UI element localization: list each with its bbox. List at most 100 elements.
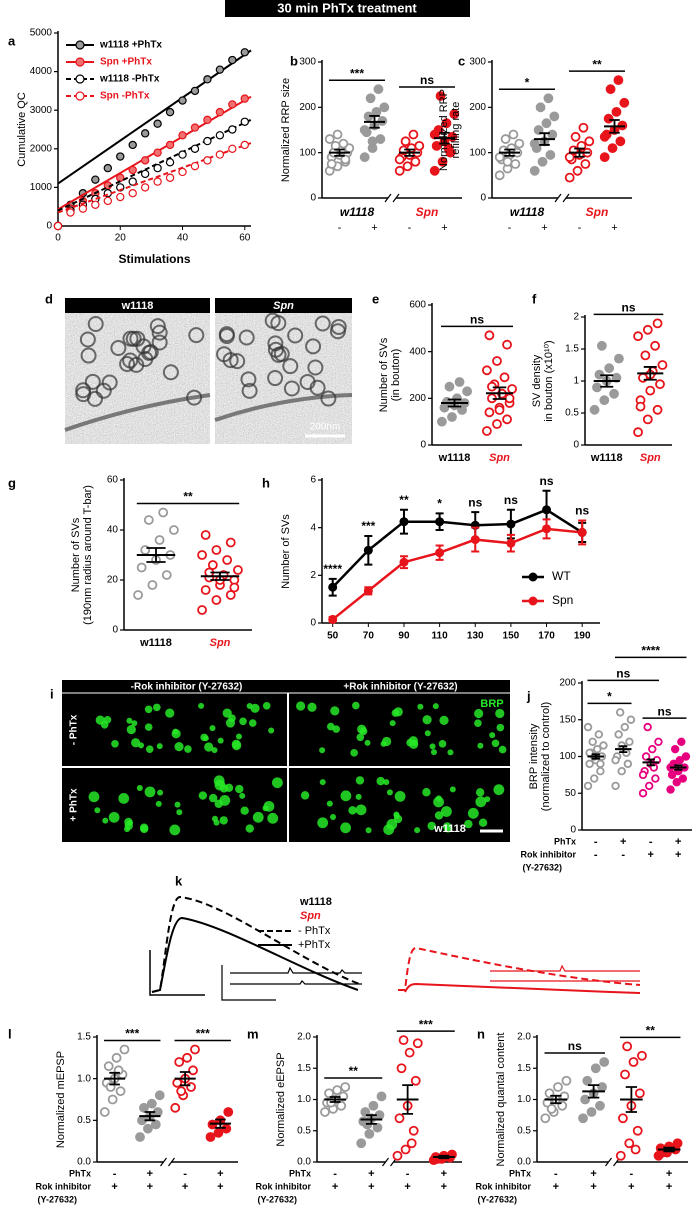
brp-punctum: [443, 822, 452, 831]
data-point: [611, 755, 620, 765]
data-point: [641, 752, 651, 761]
vesicle: [79, 331, 96, 348]
data-point: [677, 737, 686, 746]
sem-bar: [369, 115, 380, 129]
data-point: [590, 774, 599, 783]
data-point: [128, 177, 137, 186]
brp-punctum: [214, 799, 223, 808]
legend-label: +PhTx: [298, 939, 331, 951]
data-point: [225, 537, 236, 548]
data-point: [436, 416, 447, 427]
brp-punctum: [268, 727, 275, 734]
data-point: [630, 1144, 641, 1155]
brp-punctum: [326, 800, 333, 807]
significance-label: ns: [568, 1039, 582, 1053]
data-point: [53, 221, 63, 231]
data-point: [320, 1107, 330, 1117]
brp-punctum: [204, 742, 214, 752]
data-point: [494, 405, 505, 415]
y-axis-label: Number of SVs: [70, 517, 82, 592]
data-point: [447, 412, 457, 422]
data-point: [135, 1132, 145, 1142]
brp-punctum: [330, 706, 340, 716]
condition-mark: -: [333, 1168, 337, 1180]
y-tick-label: 1.0: [517, 1094, 531, 1105]
y-tick-label: 0.0: [297, 1157, 311, 1168]
data-point: [332, 129, 343, 140]
brp-punctum: [365, 827, 372, 834]
y-tick-label: 1000: [30, 182, 53, 193]
y-tick-label: 2000: [30, 143, 53, 154]
brp-punctum: [411, 739, 418, 746]
trace: [404, 982, 641, 994]
data-point: [363, 586, 373, 596]
data-point: [648, 744, 657, 754]
significance-label: *: [437, 497, 442, 511]
y-axis-label: Normalized mEPSP: [55, 1051, 67, 1148]
brp-punctum: [449, 786, 456, 793]
data-point: [625, 737, 634, 746]
brp-punctum: [131, 738, 141, 748]
significance-label: ***: [419, 1017, 433, 1031]
data-point: [414, 140, 425, 151]
vesicle: [270, 346, 287, 363]
brp-punctum: [495, 708, 505, 719]
sem-bar: [492, 386, 507, 400]
y-tick-label: 1.5: [77, 1032, 91, 1043]
y-tick-label: 1.5: [565, 344, 579, 355]
y-axis-label: Normalized eEPSP: [275, 1052, 287, 1146]
em-image: [215, 313, 352, 444]
data-point: [178, 96, 187, 105]
y-tick-label: 300: [469, 57, 486, 68]
data-point: [229, 582, 240, 593]
brp-punctum: [491, 739, 500, 748]
data-point: [128, 140, 137, 150]
data-point: [66, 208, 75, 217]
scale-bar: [149, 950, 205, 996]
data-point: [153, 163, 162, 173]
brp-punctum: [380, 740, 387, 747]
brp-punctum: [389, 720, 396, 727]
data-point: [650, 340, 661, 351]
brp-punctum: [263, 800, 275, 812]
brp-punctum: [219, 816, 228, 825]
data-point: [324, 1088, 334, 1099]
y-tick-label: 150: [559, 714, 576, 725]
brp-punctum: [208, 793, 218, 803]
y-axis-label: (in bouton): [390, 349, 402, 402]
membrane: [64, 393, 211, 432]
brp-punctum: [172, 728, 179, 735]
condition-mark: -: [594, 849, 598, 861]
brp-punctum: [184, 745, 192, 753]
data-point: [614, 730, 623, 739]
data-point: [506, 519, 516, 529]
data-point: [431, 140, 442, 151]
trace: [151, 916, 359, 993]
significance-label: **: [646, 1024, 656, 1038]
scale-bar: [221, 965, 276, 1001]
data-point: [624, 1138, 635, 1149]
data-point: [404, 1047, 415, 1058]
brp-punctum: [464, 819, 473, 829]
data-point: [632, 1125, 643, 1136]
data-point: [213, 1127, 224, 1138]
data-point: [642, 414, 653, 425]
data-point: [572, 165, 583, 176]
brp-punctum: [330, 813, 337, 820]
panel-letter: n: [477, 1026, 485, 1041]
significance-label: ***: [196, 1027, 210, 1041]
condition-label: Rok inhibitor: [476, 1181, 532, 1191]
legend-marker: [75, 40, 85, 50]
x-tick-label: 150: [503, 631, 520, 642]
brp-punctum: [340, 790, 352, 802]
data-point: [580, 1094, 591, 1105]
data-point: [207, 560, 218, 570]
data-point: [356, 1138, 367, 1149]
data-point: [564, 152, 575, 163]
data-point: [510, 159, 521, 169]
panel-letter: c: [458, 53, 465, 68]
mini-trace: [230, 980, 362, 985]
brp-punctum: [211, 815, 218, 822]
data-point: [368, 1100, 379, 1111]
y-tick-label: 0: [310, 618, 316, 629]
